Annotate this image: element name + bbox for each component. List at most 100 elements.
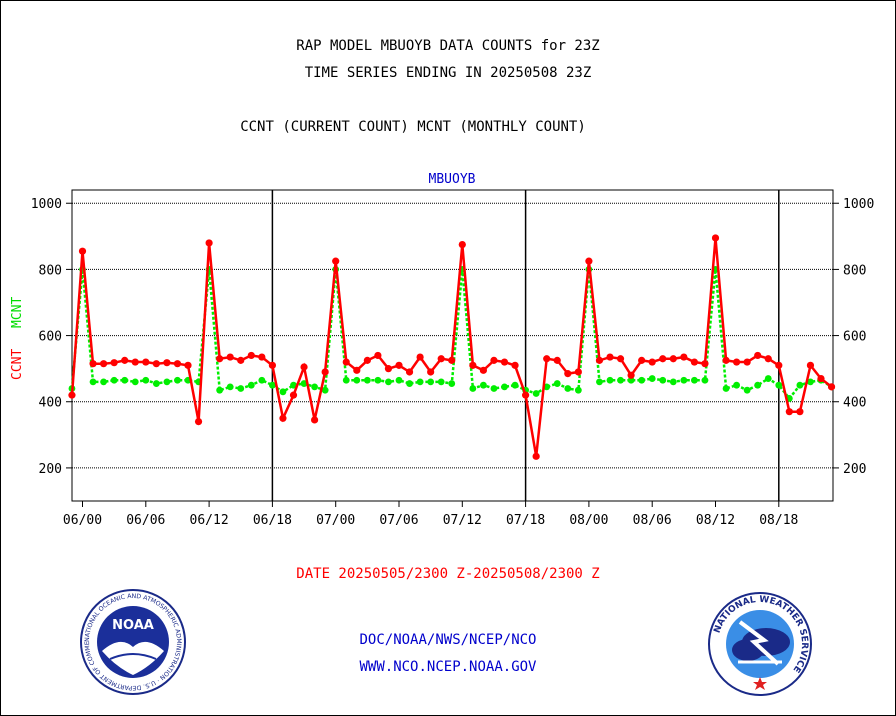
point-ccnt-57 xyxy=(669,355,677,363)
point-ccnt-67 xyxy=(775,361,783,369)
point-ccnt-66 xyxy=(764,355,772,363)
point-ccnt-61 xyxy=(711,234,720,242)
point-mcnt-21 xyxy=(290,381,297,389)
point-mcnt-58 xyxy=(680,376,688,384)
x-tick-label-18: 06/18 xyxy=(253,513,292,528)
x-tick-label-60: 08/12 xyxy=(696,513,735,528)
point-mcnt-46 xyxy=(553,380,561,387)
y-tick-label-left-1000: 1000 xyxy=(31,197,62,212)
point-mcnt-29 xyxy=(374,376,382,384)
point-ccnt-45 xyxy=(543,355,551,363)
point-ccnt-18 xyxy=(258,353,266,361)
point-ccnt-25 xyxy=(332,257,340,265)
point-mcnt-9 xyxy=(163,378,171,386)
point-ccnt-44 xyxy=(532,452,540,460)
point-mcnt-67 xyxy=(775,381,783,389)
point-ccnt-32 xyxy=(405,368,414,376)
point-ccnt-24 xyxy=(321,368,329,376)
point-mcnt-40 xyxy=(490,385,498,392)
point-mcnt-24 xyxy=(321,386,329,394)
point-mcnt-34 xyxy=(427,378,435,386)
point-mcnt-19 xyxy=(269,381,276,389)
point-ccnt-10 xyxy=(173,360,182,368)
point-mcnt-39 xyxy=(480,381,487,389)
point-ccnt-26 xyxy=(342,358,350,366)
point-ccnt-19 xyxy=(268,361,276,369)
point-ccnt-23 xyxy=(311,416,319,424)
point-ccnt-2 xyxy=(89,360,97,368)
y-tick-label-right-600: 600 xyxy=(843,330,866,345)
x-axis-ticks: 06/00 06/06 06/12 06/18 07/00 07/06 07/12 07/18… xyxy=(63,501,798,528)
point-ccnt-69 xyxy=(796,408,804,416)
link-nco-website[interactable]: WWW.NCO.NCEP.NOAA.GOV xyxy=(359,659,537,675)
point-ccnt-0 xyxy=(68,391,76,399)
point-mcnt-18 xyxy=(258,376,266,384)
x-tick-label-66: 08/18 xyxy=(759,513,798,528)
point-ccnt-6 xyxy=(131,358,139,366)
date-range: DATE 20250505/2300 Z-20250508/2300 Z xyxy=(296,566,600,582)
point-ccnt-4 xyxy=(110,359,118,367)
point-mcnt-16 xyxy=(237,385,245,392)
point-mcnt-7 xyxy=(142,376,150,384)
point-mcnt-50 xyxy=(596,378,603,386)
point-mcnt-35 xyxy=(437,378,445,386)
point-mcnt-2 xyxy=(89,378,97,386)
point-mcnt-65 xyxy=(754,381,762,389)
point-ccnt-40 xyxy=(490,356,498,364)
plot-area-border xyxy=(71,189,834,502)
point-mcnt-3 xyxy=(100,378,107,386)
point-ccnt-15 xyxy=(226,353,234,361)
y-tick-label-right-200: 200 xyxy=(843,462,866,477)
point-mcnt-55 xyxy=(648,375,656,382)
point-ccnt-43 xyxy=(522,391,530,399)
point-mcnt-47 xyxy=(564,385,572,392)
link-doc-noaa[interactable]: DOC/NOAA/NWS/NCEP/NCO xyxy=(359,632,537,648)
subtitle: CCNT (CURRENT COUNT) MCNT (MONTHLY COUNT… xyxy=(240,119,586,135)
point-ccnt-7 xyxy=(142,358,150,366)
point-ccnt-29 xyxy=(374,351,382,360)
point-mcnt-22 xyxy=(300,380,308,387)
point-mcnt-20 xyxy=(279,388,287,396)
point-ccnt-27 xyxy=(353,366,361,374)
point-mcnt-31 xyxy=(395,376,403,384)
point-ccnt-12 xyxy=(194,417,203,426)
x-tick-label-0: 06/00 xyxy=(63,513,102,528)
point-ccnt-68 xyxy=(785,408,793,416)
y-axis-ticks: 200 200 400 400 600 600 800 800 1000 1000 xyxy=(31,197,875,477)
point-mcnt-54 xyxy=(638,376,646,384)
point-ccnt-70 xyxy=(806,361,815,369)
point-mcnt-57 xyxy=(669,378,677,386)
y-tick-label-left-400: 400 xyxy=(39,396,62,411)
point-ccnt-21 xyxy=(289,391,298,399)
ylabel-mcnt: MCNT xyxy=(10,297,25,328)
point-mcnt-27 xyxy=(353,376,361,384)
point-mcnt-17 xyxy=(247,381,255,389)
x-tick-label-54: 08/06 xyxy=(633,513,672,528)
point-mcnt-23 xyxy=(311,383,318,391)
point-mcnt-44 xyxy=(532,390,540,397)
point-ccnt-55 xyxy=(648,358,656,366)
point-ccnt-58 xyxy=(680,353,688,361)
x-tick-label-12: 06/12 xyxy=(190,513,229,528)
point-ccnt-16 xyxy=(237,356,245,364)
point-ccnt-53 xyxy=(627,371,635,379)
point-mcnt-8 xyxy=(152,380,160,387)
point-mcnt-5 xyxy=(121,376,129,384)
point-ccnt-47 xyxy=(564,370,572,378)
point-mcnt-70 xyxy=(807,378,814,386)
point-ccnt-39 xyxy=(479,366,487,374)
point-ccnt-46 xyxy=(553,356,561,364)
point-ccnt-59 xyxy=(690,358,699,366)
point-ccnt-52 xyxy=(616,355,625,363)
y-tick-label-left-800: 800 xyxy=(39,263,62,278)
point-mcnt-4 xyxy=(110,376,118,384)
point-ccnt-3 xyxy=(100,360,108,368)
point-ccnt-63 xyxy=(733,358,741,366)
point-mcnt-41 xyxy=(501,383,508,391)
point-mcnt-33 xyxy=(416,378,424,386)
gridlines xyxy=(72,202,833,469)
x-tick-label-42: 07/18 xyxy=(506,513,545,528)
point-ccnt-65 xyxy=(754,351,762,360)
point-mcnt-32 xyxy=(406,380,413,387)
point-ccnt-9 xyxy=(163,359,171,367)
